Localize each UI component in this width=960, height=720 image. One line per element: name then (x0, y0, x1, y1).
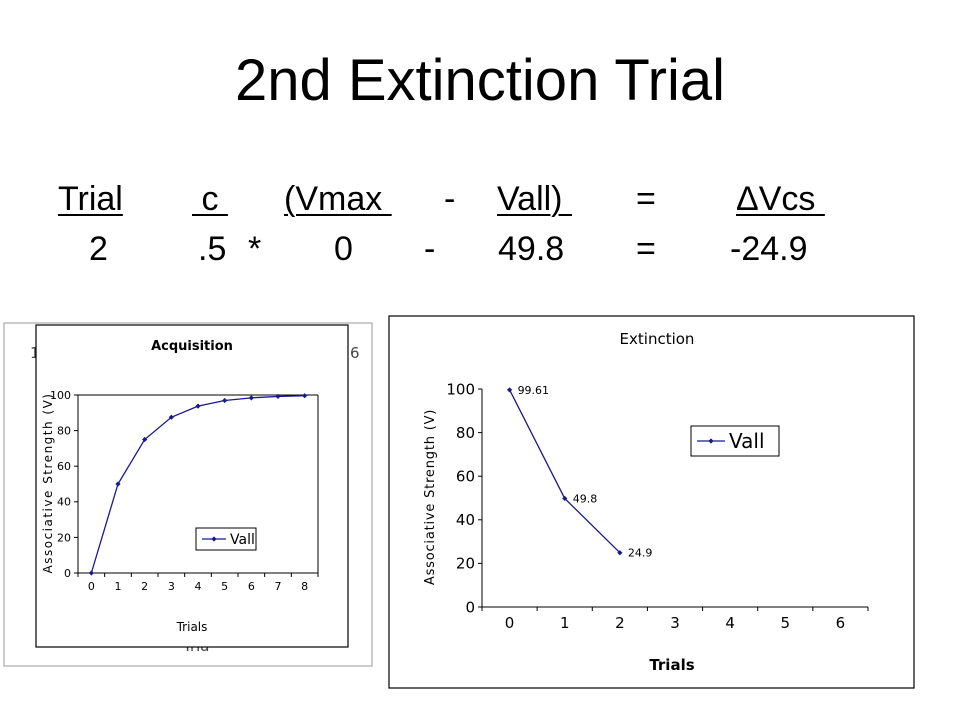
chart-1-x-tick-label: 1 (560, 614, 570, 632)
extinction-chart: Extinction Trials Associative Strength (… (423, 330, 869, 674)
value-c: .5 (198, 230, 227, 268)
chart-1-x-tick-label: 5 (781, 614, 791, 632)
acquisition-x-axis-label: Trials (176, 620, 208, 634)
chart-1-y-tick-label: 0 (465, 598, 475, 616)
chart-0-y-tick-label: 0 (64, 567, 71, 580)
value-delta-vcs: -24.9 (730, 230, 808, 268)
header-equals: = (636, 180, 656, 218)
chart-0-data-point (88, 570, 94, 576)
acquisition-chart-title: Acquisition (151, 339, 233, 354)
extinction-panel: Extinction Trials Associative Strength (… (388, 315, 915, 689)
header-minus: - (444, 180, 456, 218)
chart-0-x-tick-label: 5 (221, 580, 228, 593)
acquisition-y-axis-label: Associative Strength (V) (41, 393, 55, 574)
chart-0-x-tick-label: 1 (115, 580, 122, 593)
value-vmax: 0 (334, 230, 353, 268)
chart-0-y-tick-label: 100 (50, 389, 71, 402)
chart-0-y-tick-label: 40 (57, 496, 71, 509)
chart-1-x-tick-label: 0 (505, 614, 515, 632)
header-vmax: (Vmax (284, 180, 392, 218)
slide-title: 2nd Extinction Trial (234, 48, 726, 113)
chart-0-data-point (195, 403, 201, 409)
chart-0-legend-marker (211, 536, 217, 542)
extinction-chart-frame (388, 315, 915, 689)
chart-1-data-label: 49.8 (573, 492, 598, 505)
chart-1-data-label: 24.9 (628, 547, 653, 560)
chart-0-x-tick-label: 6 (248, 580, 255, 593)
acquisition-chart: Acquisition Trials Associative Strength … (41, 339, 319, 634)
chart-0-data-point (275, 393, 281, 400)
chart-1-y-tick-label: 40 (456, 511, 475, 529)
chart-0-y-tick-label: 60 (57, 460, 71, 473)
chart-0-data-point (168, 414, 174, 420)
extinction-chart-title: Extinction (620, 330, 695, 348)
extinction-y-axis-label: Associative Strength (V) (423, 409, 438, 585)
chart-0-y-tick-label: 80 (57, 424, 71, 437)
value-vall: 49.8 (498, 230, 565, 268)
chart-0-data-point (115, 481, 121, 487)
value-trial: 2 (89, 230, 108, 268)
chart-0-x-tick-label: 7 (275, 580, 282, 593)
chart-1-x-tick-label: 6 (836, 614, 846, 632)
chart-1-x-tick-label: 4 (725, 614, 735, 632)
header-vall: Vall) (497, 180, 572, 218)
value-equals: = (636, 230, 656, 268)
chart-1-y-tick-label: 20 (456, 555, 475, 573)
value-minus: - (424, 230, 436, 268)
chart-0-x-tick-label: 2 (141, 580, 148, 593)
header-c: c (192, 180, 228, 218)
acquisition-panel: 1 6 Tria Acquisition Trials Associative … (3, 322, 373, 667)
acquisition-chart-frame (35, 324, 349, 648)
extinction-x-axis-label: Trials (649, 656, 694, 674)
chart-1-y-tick-label: 60 (456, 467, 475, 485)
chart-1-x-tick-label: 3 (670, 614, 680, 632)
header-trial: Trial (58, 180, 123, 218)
chart-0-legend-label: Vall (230, 532, 255, 548)
chart-0-x-tick-label: 3 (168, 580, 175, 593)
chart-1-y-tick-label: 100 (446, 380, 475, 398)
chart-0-data-point (142, 436, 148, 443)
header-delta-vcs: ΔVcs (736, 180, 825, 218)
value-multiply: * (248, 230, 262, 268)
background-chart-fragment-right: 6 (350, 344, 360, 362)
chart-1-y-tick-label: 80 (456, 424, 475, 442)
background-chart-fragment-left: 1 (30, 344, 40, 362)
chart-1-data-label: 99.61 (518, 384, 550, 397)
chart-0-x-tick-label: 0 (88, 580, 95, 593)
chart-0-y-tick-label: 20 (57, 531, 71, 544)
chart-1-x-tick-label: 2 (615, 614, 625, 632)
chart-0-x-tick-label: 8 (301, 580, 308, 593)
chart-1-legend-marker (708, 438, 714, 444)
formula-table: Trial c (Vmax - Vall) = ΔVcs 2 .5 * 0 - … (0, 0, 960, 300)
chart-0-x-tick-label: 4 (195, 580, 202, 593)
chart-1-legend-label: Vall (729, 429, 765, 453)
